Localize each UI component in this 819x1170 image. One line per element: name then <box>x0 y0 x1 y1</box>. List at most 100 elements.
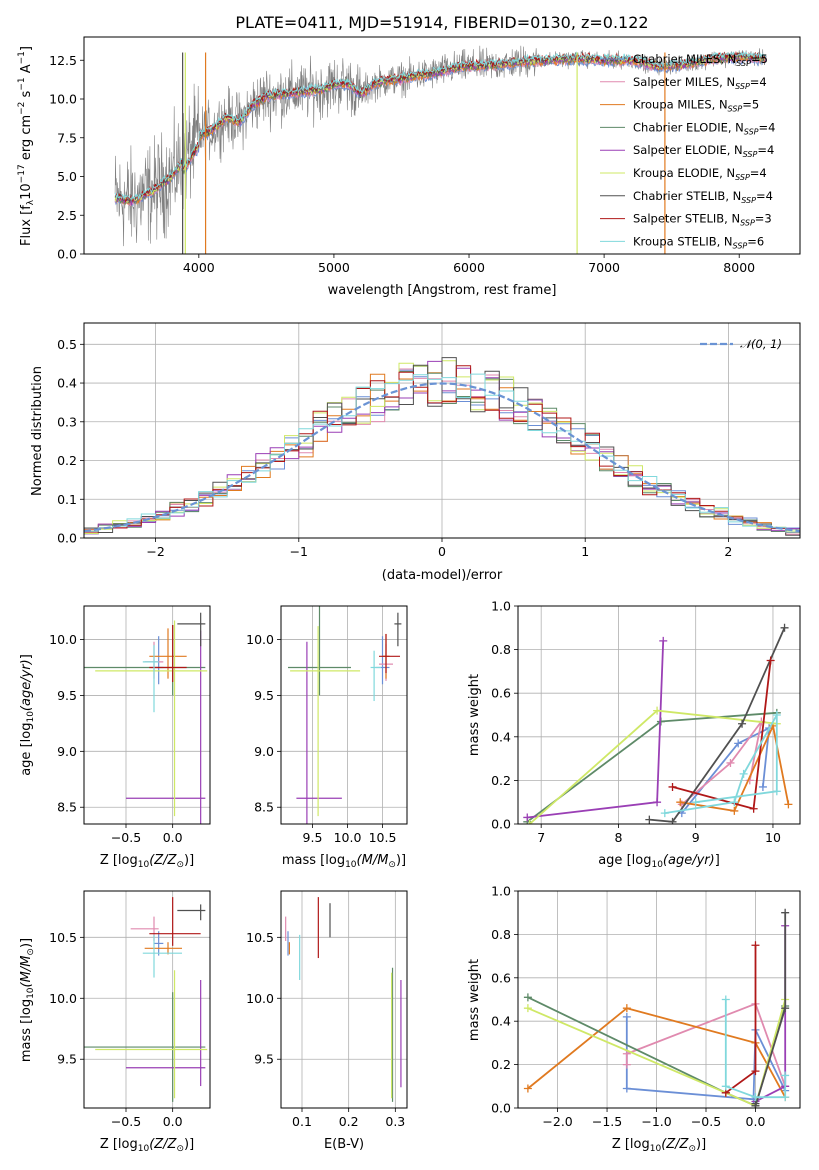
weight-vs-age-series-kroupa-stelib <box>660 711 781 818</box>
series-point <box>781 1071 790 1080</box>
normal-legend-label: 𝒩(0, 1) <box>740 337 782 351</box>
weight-vs-age-ytick-label: 0.4 <box>491 729 511 744</box>
series-point <box>523 1004 532 1013</box>
series-point <box>758 782 767 791</box>
residuals-xtick-label: 0 <box>438 544 446 559</box>
series-point <box>660 809 669 818</box>
weight-vs-Z-ytick-label: 0.4 <box>491 1014 511 1029</box>
series-point <box>751 941 760 950</box>
residuals-xtick-label: −1 <box>290 544 308 559</box>
series-point <box>751 1093 760 1102</box>
mass-vs-ebv-panel: 0.1 0.2 0.3 9.5 10.0 10.5 E(B-V) <box>246 890 408 1152</box>
weight-vs-age-panel: 7 8 9 10 0.0 0.2 0.4 0.6 0.8 1.0 age [log10(age/… <box>467 599 801 870</box>
spectrum-xtick-label: 5000 <box>318 260 350 275</box>
age-vs-mass-xlabel: mass [log10(M/M⊙)] <box>282 853 406 870</box>
legend-label-tail: =4 <box>750 75 767 89</box>
model-line-kroupa-stelib <box>114 51 767 201</box>
weight-vs-Z-xtick-label: −0.5 <box>691 1114 721 1129</box>
spectrum-yticks: 0.0 2.5 5.0 7.5 10.0 12.5 <box>49 53 84 262</box>
residuals-xtick-label: −2 <box>146 544 164 559</box>
weight-vs-age-plot-area <box>523 623 793 824</box>
weight-vs-age-series-salpeter-elodie <box>523 636 668 822</box>
spectrum-frame <box>83 36 801 255</box>
weight-vs-age-ytick-label: 0.2 <box>491 773 511 788</box>
mass-vs-Z-errorbar-chabrier-stelib <box>177 904 206 921</box>
age-vs-mass-panel: 9.5 10.0 10.5 8.5 9.0 9.5 10.0 mass [log10(M/… <box>246 605 408 870</box>
series-point <box>772 787 781 796</box>
series-point <box>749 804 758 813</box>
legend-label-kroupa-elodie: Kroupa ELODIE, NSSP=4 <box>633 166 767 182</box>
age-vs-Z-ytick-label: 10.0 <box>49 632 77 647</box>
mass-vs-ebv-xticks: 0.1 0.2 0.3 <box>292 1108 405 1129</box>
series-line <box>625 1002 787 1087</box>
spectrum-xlabel: wavelength [Angstrom, rest frame] <box>328 283 557 298</box>
weight-vs-age-series-salpeter-stelib <box>668 656 775 813</box>
mass-vs-Z-xtick-label: 0.0 <box>163 1114 183 1129</box>
series-point <box>653 798 662 807</box>
weight-vs-Z-ytick-label: 0.8 <box>491 927 511 942</box>
legend-label-sub: SSP <box>743 150 758 159</box>
weight-vs-age-xlabel: age [log10(age/yr)] <box>598 853 720 870</box>
mass-vs-Z-ytick-label: 10.0 <box>49 991 77 1006</box>
mass-vs-Z-errorbar-chabrier-elodie <box>84 992 206 1102</box>
series-point <box>726 758 735 767</box>
mass-vs-Z-errorbar-chabrier-miles <box>154 931 164 956</box>
mass-vs-Z-ytick-label: 9.5 <box>57 1052 77 1067</box>
age-vs-mass-xtick-label: 9.5 <box>303 830 323 845</box>
age-vs-Z-ylabel: age [log10(age/yr)] <box>19 654 36 776</box>
weight-vs-age-xticks: 7 8 9 10 <box>537 824 781 845</box>
legend-label-salpeter-miles: Salpeter MILES, NSSP=4 <box>633 75 767 91</box>
residuals-legend: 𝒩(0, 1) <box>700 337 782 351</box>
weight-vs-Z-xtick-label: −1.0 <box>641 1114 671 1129</box>
weight-vs-age-series-chabrier-stelib <box>645 623 789 824</box>
mass-vs-Z-xlabel: Z [log10(Z/Z⊙)] <box>100 1137 194 1154</box>
age-vs-Z-errorbar-kroupa-stelib <box>142 645 159 713</box>
age-vs-Z-ytick-label: 8.5 <box>57 800 77 815</box>
residuals-ytick-label: 0.3 <box>57 414 77 429</box>
age-vs-mass-ytick-label: 10.0 <box>246 632 274 647</box>
age-vs-mass-yticks: 8.5 9.0 9.5 10.0 <box>246 632 281 815</box>
weight-vs-age-frame <box>517 605 801 825</box>
legend-label-salpeter-elodie: Salpeter ELODIE, NSSP=4 <box>633 143 774 159</box>
spectrum-xtick-label: 6000 <box>453 260 485 275</box>
spectrum-panel: PLATE=0411, MJD=51914, FIBERID=0130, z=0… <box>17 13 801 298</box>
age-vs-mass-xtick-label: 10.0 <box>334 830 362 845</box>
histogram-kroupa-stelib <box>84 373 800 533</box>
weight-vs-age-yticks: 0.0 0.2 0.4 0.6 0.8 1.0 <box>491 599 518 832</box>
legend-label-tail: =5 <box>751 52 768 66</box>
age-vs-mass-errorbar-kroupa-stelib <box>370 650 382 702</box>
spectrum-title: PLATE=0411, MJD=51914, FIBERID=0130, z=0… <box>235 13 648 32</box>
mass-vs-Z-errorbar-salpeter-elodie <box>126 979 206 1087</box>
series-point <box>676 798 685 807</box>
residuals-ytick-label: 0.0 <box>57 531 77 546</box>
series-point <box>781 1093 790 1102</box>
age-vs-mass-ytick-label: 9.0 <box>254 744 274 759</box>
spectrum-ytick-label: 2.5 <box>57 208 77 223</box>
spectrum-plot-area <box>114 45 767 254</box>
mass-vs-ebv-plot-area <box>285 897 402 1102</box>
spectrum-ylabel: Flux [fλ10−17 erg cm−2 s−1 A−1] <box>17 46 36 246</box>
legend-label-sub: SSP <box>741 196 756 205</box>
weight-vs-Z-ytick-label: 0.0 <box>491 1101 511 1116</box>
mass-vs-ebv-ytick-label: 10.5 <box>246 930 274 945</box>
series-line <box>527 999 787 1108</box>
legend-label-main: Salpeter STELIB, N <box>633 212 740 226</box>
age-vs-mass-ytick-label: 9.5 <box>254 688 274 703</box>
age-vs-mass-errorbar-kroupa-elodie <box>290 626 361 817</box>
series-point <box>668 782 677 791</box>
weight-vs-Z-yticks: 0.0 0.2 0.4 0.6 0.8 1.0 <box>491 884 518 1116</box>
spectrum-ytick-label: 0.0 <box>57 247 77 262</box>
age-vs-mass-errorbar-salpeter-stelib <box>379 633 400 674</box>
weight-vs-age-xtick-label: 8 <box>614 830 622 845</box>
mass-vs-Z-xticks: −0.5 0.0 <box>111 1108 183 1129</box>
legend-label-tail: =4 <box>757 143 774 157</box>
residuals-xticks: −2 −1 0 1 2 <box>146 538 732 559</box>
mass-vs-Z-ylabel: mass [log10(M/M⊙)] <box>19 938 36 1062</box>
legend-label-main: Salpeter ELODIE, N <box>633 143 743 157</box>
residuals-ytick-label: 0.5 <box>57 337 77 352</box>
age-vs-Z-xtick-label: 0.0 <box>163 830 183 845</box>
spectrum-xtick-label: 4000 <box>183 260 215 275</box>
weight-vs-Z-series-kroupa-stelib <box>721 995 790 1102</box>
legend-label-main: Kroupa ELODIE, N <box>633 166 735 180</box>
